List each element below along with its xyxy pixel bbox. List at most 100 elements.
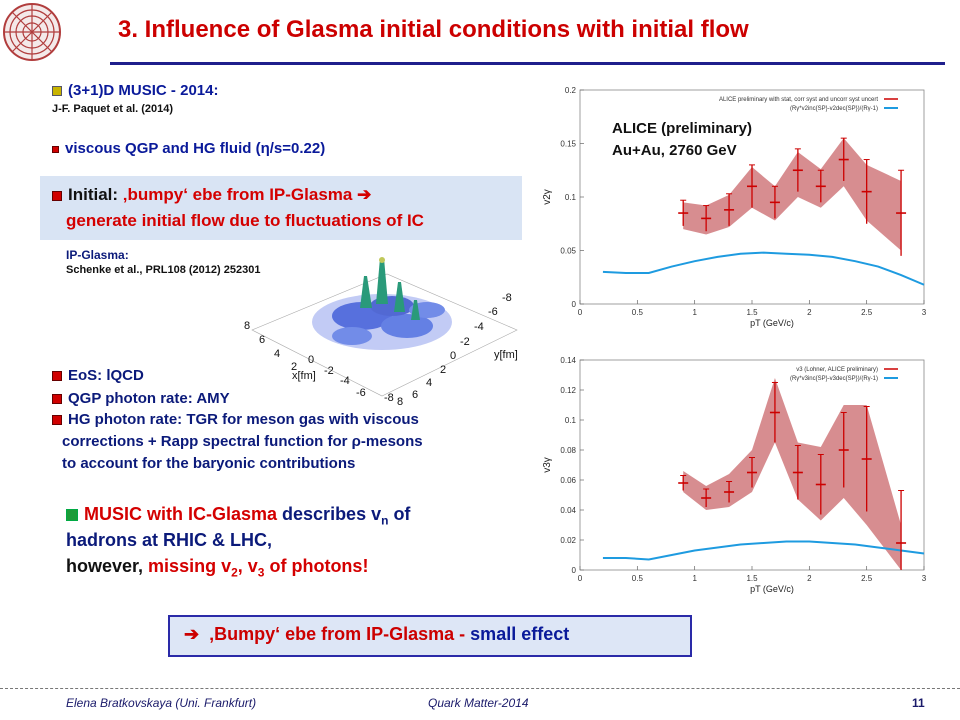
x-tick-label: 0 — [578, 574, 583, 583]
y-tick-label: 0.1 — [565, 416, 577, 425]
data-point — [792, 148, 803, 192]
qgp-rate-bullet: QGP photon rate: AMY — [52, 390, 230, 407]
y-tick-label: 0 — [572, 300, 577, 309]
music-desc-line-3: however, missing v2, v3 of photons! — [66, 556, 369, 580]
x-tick-label: 2.5 — [861, 308, 873, 317]
conclusion-box: ➔ ‚Bumpy‘ ebe from IP-Glasma - small eff… — [168, 615, 692, 657]
y-tick-label: 0.14 — [560, 356, 576, 365]
data-point — [815, 454, 826, 515]
y-tick-label: 0.02 — [560, 536, 576, 545]
data-point — [769, 185, 780, 219]
x-tick-label: 2 — [807, 574, 812, 583]
data-point — [678, 199, 689, 226]
bullet-icon — [66, 509, 78, 522]
y-axis-label: v3γ — [542, 457, 553, 473]
bullet-icon — [52, 394, 62, 405]
x-tick-label: 2 — [807, 308, 812, 317]
music-heading: (3+1)D MUSIC - 2014: — [52, 82, 218, 99]
ipglasma-label: IP-Glasma: — [66, 248, 129, 262]
y-tick-label: 0.12 — [560, 386, 576, 395]
x-axis-label: pT (GeV/c) — [750, 584, 794, 594]
bullet-icon — [52, 86, 62, 97]
footer-author: Elena Bratkovskaya (Uni. Frankfurt) — [66, 696, 257, 710]
data-point — [896, 169, 907, 256]
surface-y-tick: 2 — [440, 364, 446, 376]
surface-y-tick: 8 — [397, 396, 403, 406]
slide-title: 3. Influence of Glasma initial condition… — [118, 16, 749, 43]
data-point — [747, 457, 757, 488]
hg-rate-line-2: corrections + Rapp spectral function for… — [62, 433, 423, 450]
surface-x-tick: -4 — [340, 375, 350, 387]
alice-label-2: Au+Au, 2760 GeV — [612, 142, 737, 159]
data-point — [769, 382, 780, 443]
surface-y-tick: 4 — [426, 377, 432, 389]
v3-chart: 0 0.02 0.04 0.06 0.08 0.1 0.12 0.14 0 0.5 1 1.5 2 2.5… — [536, 350, 940, 596]
alice-label-1: ALICE (preliminary) — [612, 120, 753, 137]
conclusion-text: ➔ ‚Bumpy‘ ebe from IP-Glasma - small eff… — [184, 624, 570, 644]
bullet-icon — [52, 415, 62, 426]
y-tick-label: 0.04 — [560, 506, 576, 515]
y-tick-label: 0.15 — [560, 140, 576, 149]
music-reference: J-F. Paquet et al. (2014) — [52, 103, 174, 115]
surface-y-axis-label: y[fm] — [494, 349, 518, 361]
surface-x-tick: 0 — [308, 354, 314, 366]
x-tick-label: 0.5 — [632, 308, 644, 317]
surface-x-axis-label: x[fm] — [292, 370, 316, 382]
viscous-bullet: viscous QGP and HG fluid (η/s=0.22) — [52, 140, 325, 157]
y-axis-label: v2γ — [542, 189, 553, 205]
x-tick-label: 1 — [692, 308, 697, 317]
data-point — [747, 164, 757, 208]
ipglasma-reference: Schenke et al., PRL108 (2012) 252301 — [66, 264, 261, 276]
syst-uncertainty-band — [683, 138, 902, 251]
surface-y-tick: -8 — [502, 292, 512, 304]
x-tick-label: 3 — [922, 574, 927, 583]
surface-x-tick: 8 — [244, 320, 250, 332]
bullet-icon — [52, 190, 62, 201]
data-point — [861, 406, 872, 512]
data-point — [838, 412, 849, 488]
bullet-icon — [52, 371, 62, 382]
surface-x-tick: -8 — [384, 392, 394, 404]
hg-rate-bullet: HG photon rate: TGR for meson gas with v… — [52, 411, 419, 428]
x-tick-label: 2.5 — [861, 574, 873, 583]
syst-uncertainty-band — [683, 378, 902, 570]
theory-curve — [602, 540, 925, 561]
data-point — [701, 488, 712, 507]
x-axis-label: pT (GeV/c) — [750, 318, 794, 328]
music-desc-line-2: hadrons at RHIC & LHC, — [66, 530, 273, 550]
title-underline — [110, 62, 945, 65]
data-point — [724, 481, 735, 503]
surface-x-tick: 2 — [291, 361, 297, 373]
y-tick-label: 0.1 — [565, 193, 577, 202]
arrow-right-icon: ➔ — [184, 624, 200, 644]
data-point — [792, 445, 803, 500]
surface-y-tick: -6 — [488, 306, 498, 318]
data-point — [701, 205, 712, 232]
music-desc-line-1: MUSIC with IC-Glasma describes vn of — [66, 504, 410, 528]
legend-label: ALICE preliminary with stat, corr syst a… — [719, 97, 878, 103]
hg-rate-line-3: to account for the baryonic contribution… — [62, 455, 356, 472]
university-logo — [2, 2, 62, 62]
x-tick-label: 1 — [692, 574, 697, 583]
x-tick-label: 3 — [922, 308, 927, 317]
initial-line-2: generate initial flow due to fluctuation… — [66, 211, 424, 230]
data-point — [678, 475, 689, 491]
x-tick-label: 0 — [578, 308, 583, 317]
data-point — [896, 490, 907, 570]
y-tick-label: 0 — [572, 566, 577, 575]
surface-x-tick: 6 — [259, 334, 265, 346]
data-point — [861, 159, 872, 224]
surface-y-tick: -4 — [474, 321, 484, 333]
footer-conference: Quark Matter-2014 — [428, 696, 529, 710]
data-point — [838, 137, 849, 181]
ipglasma-surface-plot: 8 6 4 2 0 -2 -4 -6 -8 -8 -6 -4 -2 0 2 4 … — [232, 246, 532, 408]
legend-formula: (Rγ*v2inc{SP}-v2dec{SP})/(Rγ-1) — [790, 106, 878, 112]
y-tick-label: 0.05 — [560, 247, 576, 256]
initial-line-1: Initial: ‚bumpy‘ ebe from IP-Glasma ➔ — [52, 185, 371, 205]
legend-formula: (Rγ*v3inc{SP}-v3dec{SP})/(Rγ-1) — [790, 376, 878, 382]
surface-x-tick: 4 — [274, 348, 280, 360]
v2-chart: 0 0.05 0.1 0.15 0.2 0 0.5 1 1.5 2 2.5 3 pT (GeV/c) v2… — [536, 80, 940, 330]
surface-y-tick: -2 — [460, 336, 470, 348]
y-tick-label: 0.2 — [565, 86, 577, 95]
x-tick-label: 0.5 — [632, 574, 644, 583]
